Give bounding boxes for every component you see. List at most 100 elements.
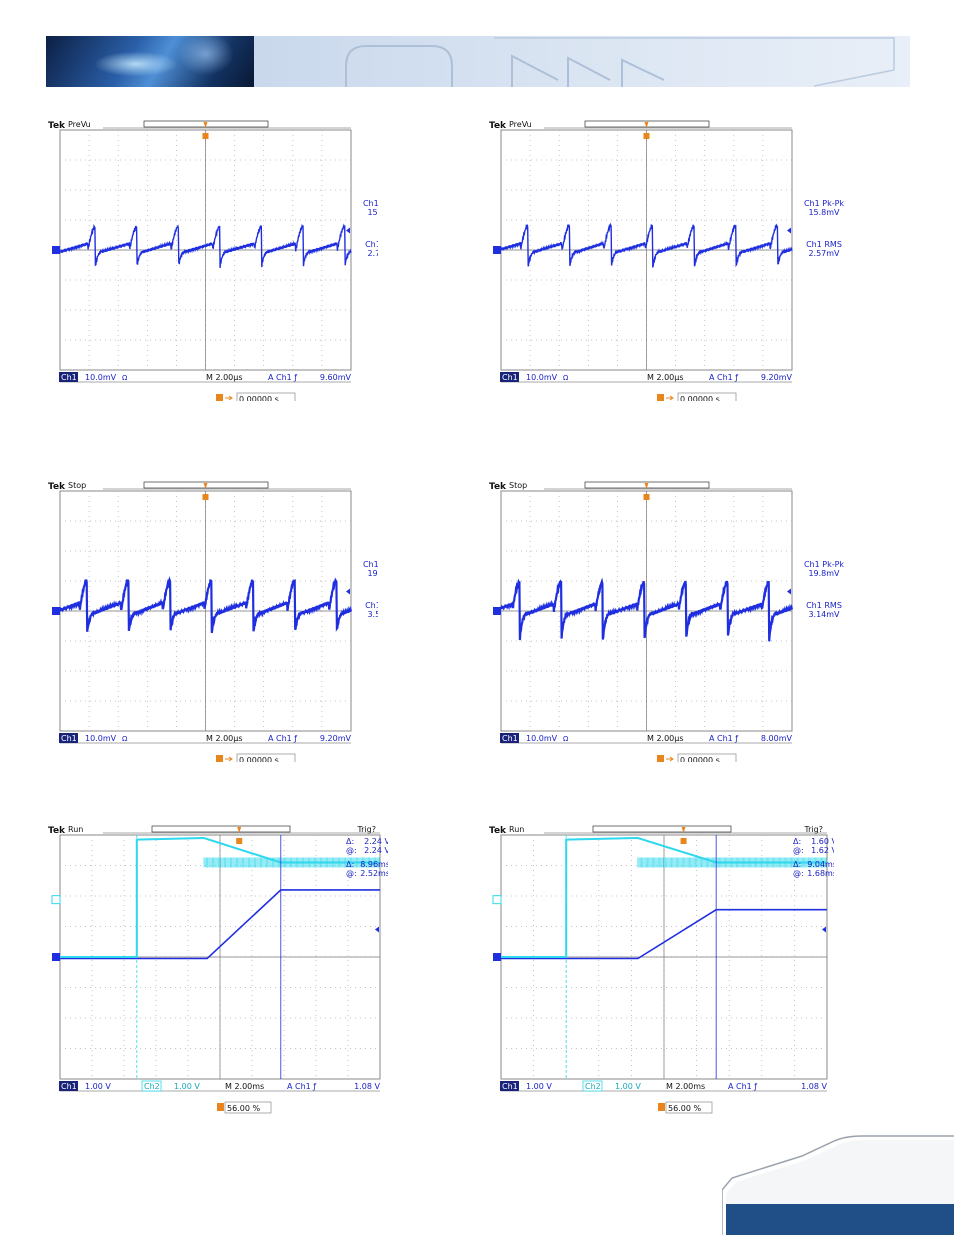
trigger-source: A Ch1 ƒ bbox=[709, 734, 738, 743]
trigger-level-arrow-icon bbox=[822, 926, 826, 933]
timebase-readout: M 2.00ms bbox=[666, 1082, 705, 1091]
trigger-marker-icon bbox=[643, 133, 650, 139]
trigger-level-arrow-icon bbox=[375, 926, 379, 933]
trigger-level-arrow-icon bbox=[346, 227, 350, 234]
acquisition-state: PreVu bbox=[68, 120, 91, 129]
trigger-marker-icon bbox=[236, 838, 243, 844]
ch1-coupling-icon: Ω bbox=[563, 374, 569, 382]
ch1-status-tag bbox=[59, 372, 78, 382]
cursor-readout-value: 1.68ms bbox=[807, 869, 834, 878]
ch1-waveform bbox=[59, 575, 353, 634]
trigger-status: Trig? bbox=[356, 825, 376, 834]
ch2-status-tag bbox=[582, 1080, 603, 1092]
measurement-value: 19.4mV bbox=[367, 569, 378, 578]
tek-brand-label: Tek bbox=[489, 826, 507, 836]
ch1-waveform bbox=[60, 889, 380, 960]
position-value-box bbox=[677, 753, 737, 762]
cursor-readout-label: Δ: bbox=[346, 860, 354, 869]
cursor-readout-label: Δ: bbox=[346, 837, 354, 846]
trigger-position-value: 0.00000 s bbox=[680, 395, 720, 401]
ch2-scale: 1.00 V bbox=[174, 1082, 200, 1091]
tek-brand-label: Tek bbox=[489, 482, 507, 492]
scope-panel-4: Tek Stop Ch1 Pk-Pk 19.8mV Ch1 RMS 3.14mV Ch1 10… bbox=[489, 477, 859, 762]
ch1-status-label: Ch1 bbox=[61, 734, 77, 743]
banner-outline-art bbox=[345, 37, 895, 87]
ch1-ground-marker-icon bbox=[52, 953, 60, 961]
trigger-level-arrow-icon bbox=[787, 588, 791, 595]
cursor-readout-label: Δ: bbox=[793, 837, 801, 846]
trigger-status: Trig? bbox=[803, 825, 823, 834]
acquisition-state: Run bbox=[509, 825, 524, 834]
ch1-status-tag bbox=[500, 733, 519, 743]
ch2-status-label: Ch2 bbox=[585, 1082, 601, 1091]
trigger-source: A Ch1 ƒ bbox=[268, 734, 297, 743]
position-value-box bbox=[677, 392, 737, 401]
expansion-point-icon bbox=[237, 827, 242, 833]
ch1-ground-marker-icon bbox=[52, 246, 60, 254]
ch1-scale: 10.0mV bbox=[526, 373, 558, 382]
expansion-point-icon bbox=[681, 827, 686, 833]
measurement-label: Ch1 Pk-Pk bbox=[804, 560, 844, 569]
timebase-readout: M 2.00µs bbox=[647, 373, 684, 382]
arrow-icon bbox=[225, 756, 233, 762]
measurement-value: 15.4mV bbox=[367, 208, 378, 217]
trigger-position-value: 56.00 % bbox=[227, 1104, 260, 1113]
ch2-ground-marker-icon bbox=[51, 895, 61, 905]
tek-brand-label: Tek bbox=[48, 482, 66, 492]
arrow-icon bbox=[666, 395, 674, 401]
ch1-status-label: Ch1 bbox=[502, 373, 518, 382]
cursor-readout-value: 1.62 V bbox=[811, 846, 834, 855]
ch1-waveform bbox=[500, 222, 793, 268]
footer-bar bbox=[726, 1204, 954, 1235]
banner-photo bbox=[46, 36, 254, 87]
record-bar bbox=[592, 825, 732, 833]
measurement-label: Ch1 RMS bbox=[365, 601, 378, 610]
cursor-readout-label: @: bbox=[793, 869, 804, 878]
acquisition-state: Stop bbox=[68, 481, 86, 490]
trigger-level: 9.20mV bbox=[320, 734, 352, 743]
trigger-position-icon bbox=[657, 755, 664, 762]
footer-logo-shape bbox=[721, 1130, 954, 1235]
record-bar bbox=[584, 481, 710, 489]
tek-brand-label: Tek bbox=[48, 121, 66, 131]
ch1-status-tag bbox=[500, 372, 519, 382]
measurement-value: 2.78mV bbox=[367, 249, 378, 258]
arrow-icon bbox=[225, 395, 233, 401]
ch1-ground-marker-icon bbox=[52, 607, 60, 615]
tek-brand-label: Tek bbox=[489, 121, 507, 131]
trigger-marker-icon bbox=[680, 838, 687, 844]
trigger-level: 9.20mV bbox=[761, 373, 793, 382]
ch1-coupling-icon: Ω bbox=[122, 374, 128, 382]
cursor-readout-label: @: bbox=[346, 869, 357, 878]
trigger-marker-icon bbox=[202, 494, 209, 500]
record-bar bbox=[584, 120, 710, 128]
measurement-value: 3.14mV bbox=[808, 610, 840, 619]
timebase-readout: M 2.00µs bbox=[206, 734, 243, 743]
expansion-point-icon bbox=[203, 483, 208, 489]
acquisition-state: Stop bbox=[509, 481, 527, 490]
ch1-coupling-icon: Ω bbox=[563, 735, 569, 743]
ch2-ground-marker-icon bbox=[492, 895, 502, 905]
ch1-coupling-icon: Ω bbox=[122, 735, 128, 743]
ch2-status-tag bbox=[141, 1080, 162, 1092]
ch2-scale: 1.00 V bbox=[615, 1082, 641, 1091]
trigger-position-value: 56.00 % bbox=[668, 1104, 701, 1113]
measurement-label: Ch1 RMS bbox=[806, 240, 842, 249]
ch1-waveform bbox=[501, 908, 827, 960]
cursor-readout-label: @: bbox=[793, 846, 804, 855]
ch1-status-label: Ch1 bbox=[61, 373, 77, 382]
trigger-level: 8.00mV bbox=[761, 734, 793, 743]
ch1-ground-marker-icon bbox=[493, 953, 501, 961]
trigger-marker-icon bbox=[643, 494, 650, 500]
trigger-source: A Ch1 ƒ bbox=[287, 1082, 316, 1091]
expansion-point-icon bbox=[203, 122, 208, 128]
ch2-ripple-band bbox=[203, 857, 380, 868]
trigger-position-icon bbox=[658, 1103, 665, 1111]
timebase-readout: M 2.00ms bbox=[225, 1082, 264, 1091]
cursor-readout-label: Δ: bbox=[793, 860, 801, 869]
trigger-position-value: 0.00000 s bbox=[239, 395, 279, 401]
